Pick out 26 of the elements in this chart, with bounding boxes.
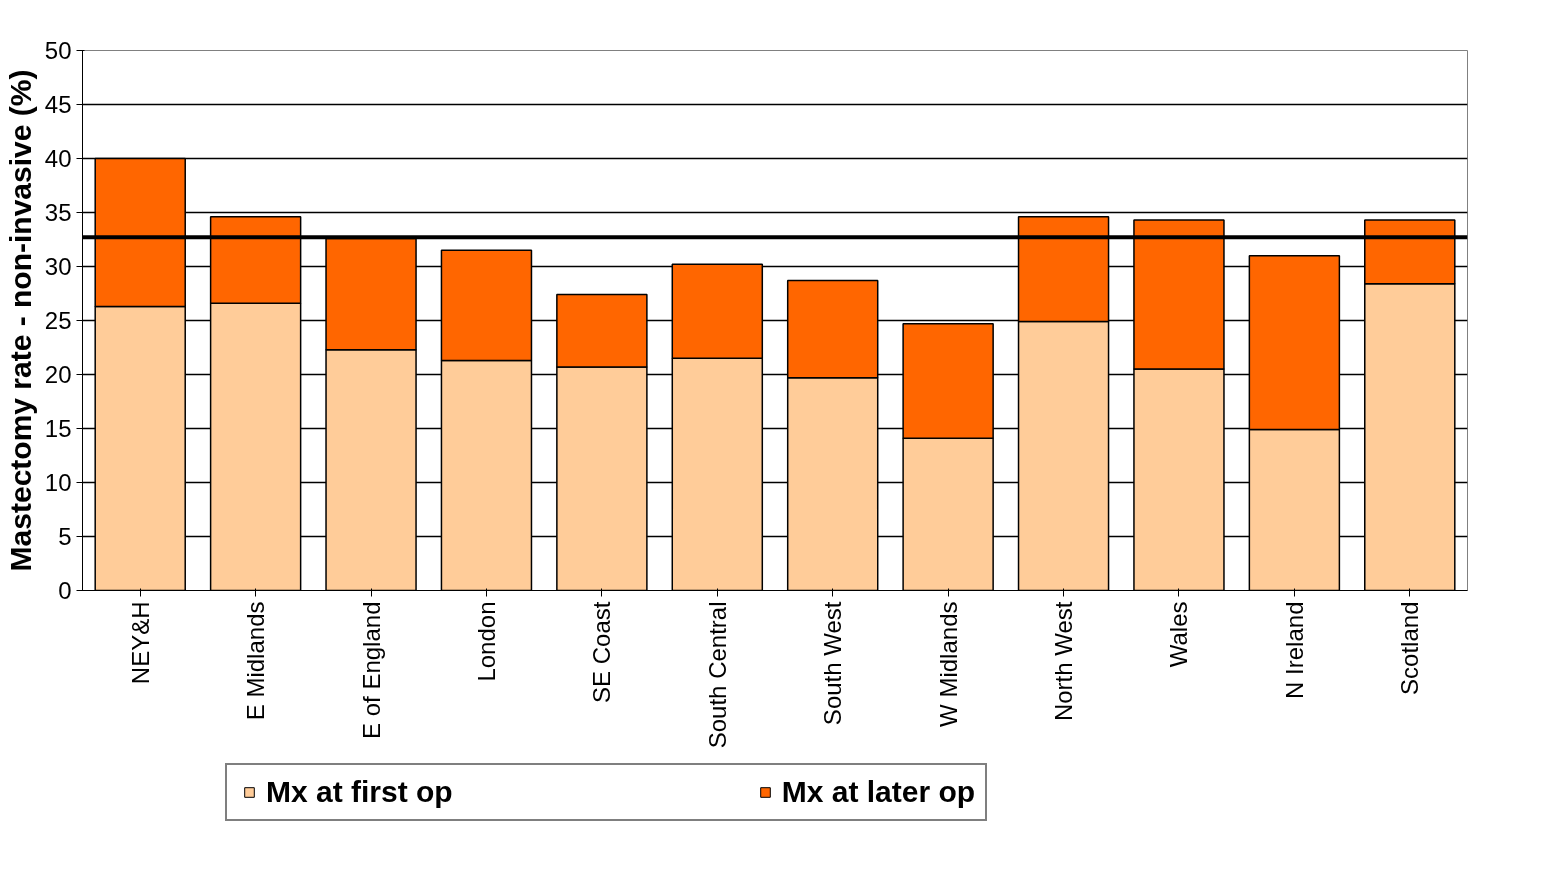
y-tick-label: 35: [44, 199, 72, 226]
y-tick-label: 45: [44, 91, 72, 118]
y-tick-label: 30: [44, 253, 72, 280]
y-tick-label: 50: [44, 37, 72, 64]
x-tick-label: South West: [819, 601, 847, 726]
y-tick-label: 0: [58, 577, 72, 604]
x-tick-label: E Midlands: [242, 601, 270, 721]
x-tick-label: Wales: [1165, 601, 1193, 668]
x-tick-label: N Ireland: [1280, 601, 1308, 699]
y-axis-title: Mastectomy rate - non-invasive (%): [3, 69, 37, 572]
x-tick-label: Scotland: [1396, 601, 1424, 695]
x-tick-label: South Central: [703, 601, 731, 749]
x-tick-label: SE Coast: [588, 601, 616, 703]
y-tick-label: 25: [44, 307, 72, 334]
x-tick-label: NEY&H: [126, 601, 154, 685]
x-tick-label: E of England: [357, 601, 385, 739]
legend-label: Mx at later op: [781, 775, 976, 809]
x-tick-label: London: [472, 601, 500, 682]
y-tick-label: 10: [44, 469, 72, 496]
x-tick-label: North West: [1050, 601, 1078, 722]
y-tick-label: 20: [44, 361, 72, 388]
y-tick-label: 40: [44, 145, 72, 172]
legend-label: Mx at first op: [266, 775, 453, 809]
y-tick-label: 15: [44, 415, 72, 442]
x-tick-label: W Midlands: [934, 601, 962, 727]
y-tick-label: 5: [58, 523, 72, 550]
